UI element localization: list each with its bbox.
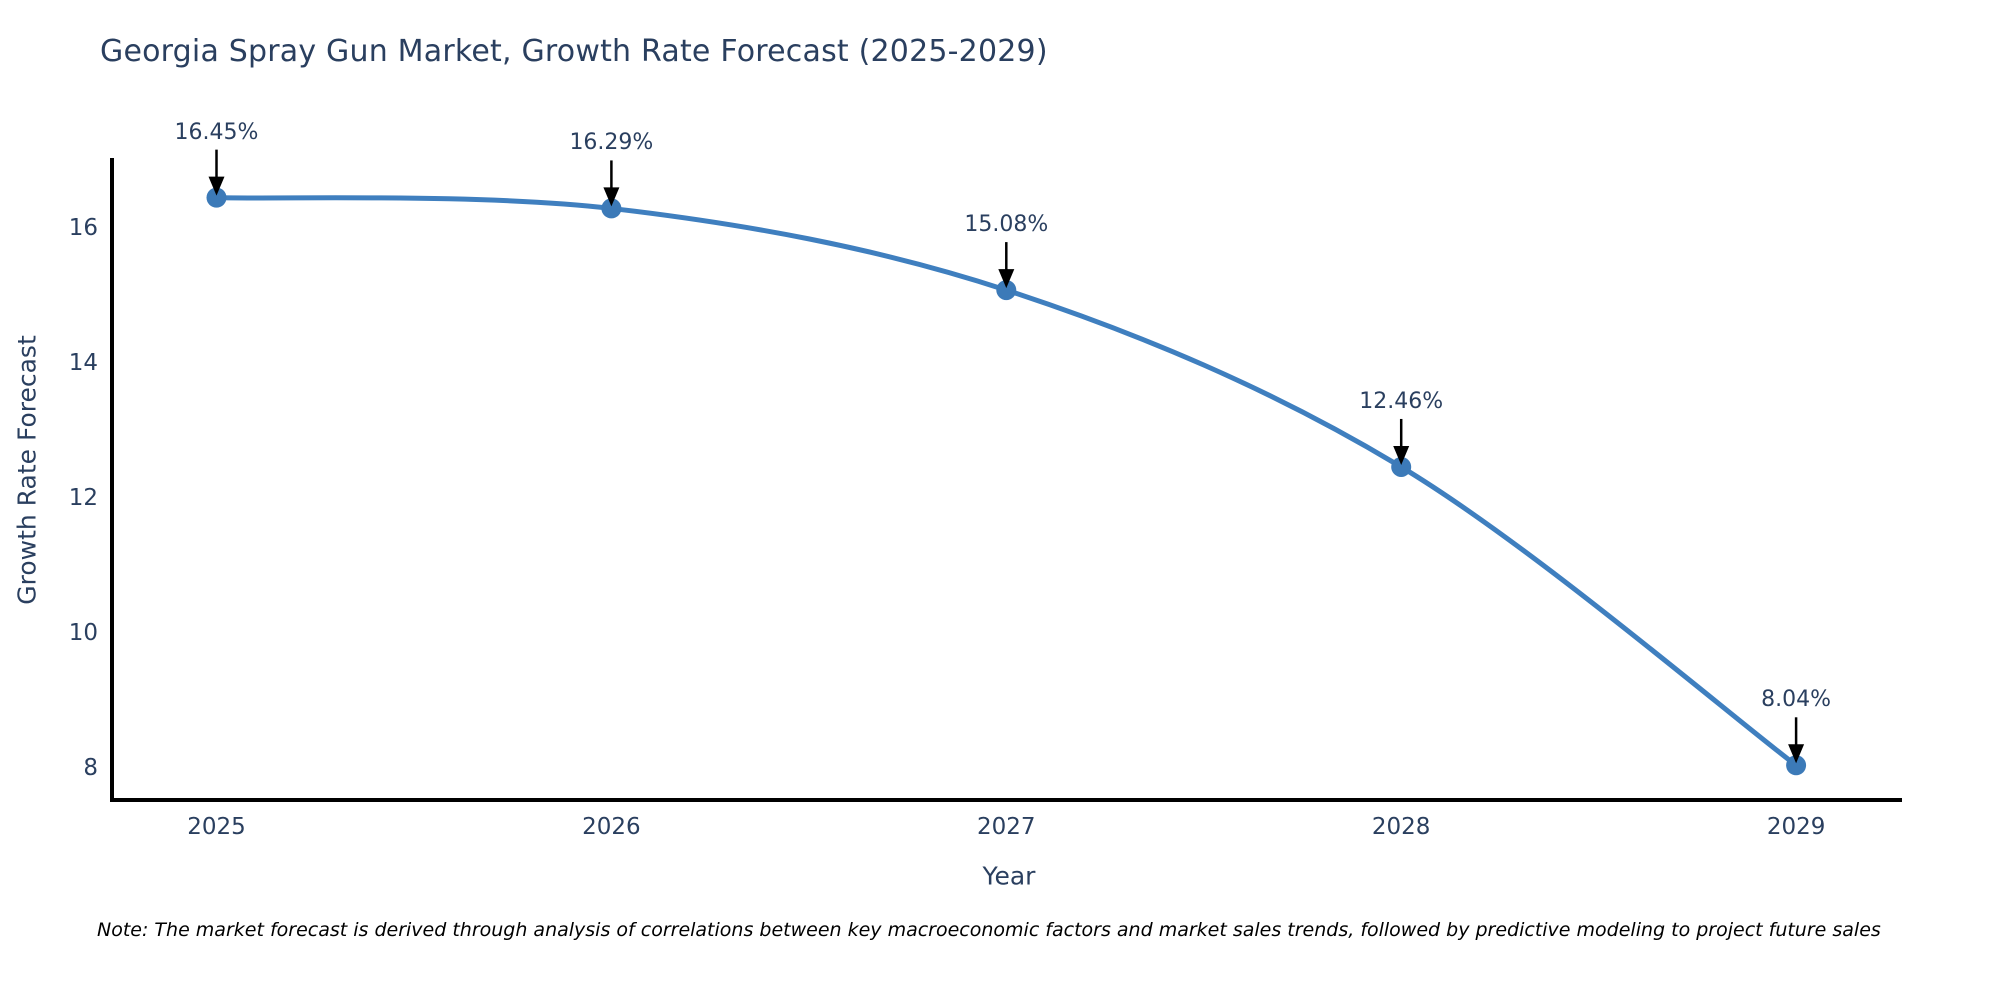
annotation-arrowhead (998, 269, 1015, 289)
annotation-arrowhead (603, 187, 620, 207)
y-axis-title: Growth Rate Forecast (12, 335, 42, 605)
footnote: Note: The market forecast is derived thr… (97, 919, 1881, 941)
x-tick-label: 2029 (1766, 814, 1826, 840)
data-point-marker (996, 280, 1017, 301)
series-line-path (214, 195, 1799, 768)
annotation-arrowhead (208, 176, 225, 196)
y-tick-label: 8 (83, 755, 98, 781)
data-point-marker (601, 198, 622, 219)
x-axis-title: Year (982, 861, 1036, 891)
annotation-label: 16.29% (569, 130, 654, 156)
x-tick-label: 2028 (1371, 814, 1431, 840)
y-tick-label: 10 (68, 620, 98, 646)
annotation-arrowhead (1393, 445, 1410, 465)
x-tick-label: 2027 (977, 814, 1036, 840)
y-tick-label: 14 (68, 350, 98, 376)
y-tick-label: 16 (68, 215, 98, 241)
data-point-marker (1786, 755, 1807, 776)
data-point-marker (206, 187, 227, 208)
x-tick-label: 2025 (187, 814, 246, 840)
annotation-label: 8.04% (1761, 687, 1832, 713)
annotation-label: 12.46% (1359, 388, 1444, 414)
annotation-label: 16.45% (174, 119, 259, 145)
annotation-arrowhead (1788, 744, 1805, 764)
x-tick-label: 2026 (582, 814, 641, 840)
data-point-marker (1391, 456, 1412, 477)
y-tick-label: 12 (68, 485, 98, 511)
annotation-label: 15.08% (964, 212, 1049, 238)
chart-title: Georgia Spray Gun Market, Growth Rate Fo… (100, 34, 1048, 69)
